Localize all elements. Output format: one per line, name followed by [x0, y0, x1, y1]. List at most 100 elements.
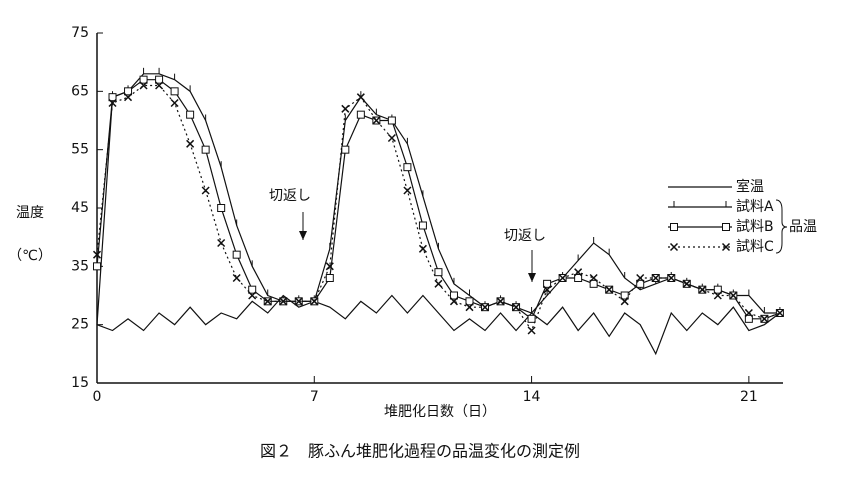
legend-label: 試料C	[736, 239, 774, 255]
x-tick-label: 14	[523, 389, 541, 405]
marker	[310, 297, 319, 306]
y-tick-label: 45	[71, 200, 89, 216]
marker	[232, 273, 241, 283]
marker	[217, 238, 226, 248]
marker	[92, 250, 102, 259]
marker	[341, 104, 350, 113]
annotation-arrowhead	[299, 231, 307, 240]
marker	[325, 262, 334, 271]
marker	[418, 244, 427, 253]
marker	[543, 285, 552, 294]
marker	[139, 81, 148, 90]
marker	[721, 242, 731, 252]
marker	[636, 273, 645, 283]
marker	[248, 285, 257, 294]
marker	[744, 314, 753, 323]
marker	[170, 87, 179, 96]
marker	[480, 303, 490, 312]
marker	[527, 314, 536, 323]
marker	[155, 81, 164, 90]
marker	[155, 75, 164, 84]
marker	[636, 279, 645, 288]
marker	[744, 308, 753, 318]
marker	[434, 268, 443, 277]
y-tick-label: 55	[71, 142, 89, 158]
y-tick-label: 35	[71, 258, 89, 274]
marker	[170, 98, 179, 108]
y-tick-label: 75	[71, 25, 89, 41]
marker	[589, 279, 598, 288]
marker	[186, 139, 195, 148]
marker	[356, 93, 365, 102]
y-axis-label: 温度	[16, 205, 44, 221]
marker	[698, 285, 707, 294]
marker	[667, 273, 676, 283]
marker	[589, 273, 598, 283]
legend-group-label: 品温	[789, 219, 817, 235]
marker	[713, 291, 722, 300]
legend-label: 室温	[736, 178, 764, 195]
marker	[387, 133, 396, 143]
marker	[139, 75, 148, 84]
marker	[372, 116, 381, 125]
marker	[682, 279, 691, 288]
y-tick-label: 15	[71, 375, 89, 391]
marker	[605, 285, 614, 294]
x-tick-label: 0	[93, 389, 102, 405]
marker	[669, 242, 679, 252]
marker	[760, 314, 769, 323]
series-line	[96, 84, 781, 332]
marker	[651, 273, 660, 283]
marker	[558, 273, 567, 283]
marker	[574, 274, 583, 282]
marker	[434, 279, 443, 288]
y-axis-unit: （℃）	[8, 248, 52, 264]
legend-label: 試料B	[736, 219, 774, 235]
marker	[124, 87, 133, 96]
marker	[620, 291, 629, 300]
series-line	[96, 294, 781, 356]
marker	[527, 326, 536, 335]
marker	[449, 297, 458, 306]
marker	[403, 163, 412, 172]
marker	[263, 297, 272, 306]
marker	[449, 291, 458, 300]
legend-brace	[775, 199, 788, 254]
series-line	[96, 73, 780, 325]
marker	[232, 250, 241, 259]
annotation: 切返し	[269, 188, 311, 204]
x-tick-label: 21	[740, 389, 758, 405]
x-tick-label: 7	[310, 389, 319, 405]
marker	[325, 274, 334, 282]
y-tick-label: 25	[71, 317, 89, 333]
marker	[186, 110, 195, 119]
marker	[201, 186, 210, 195]
y-tick-label: 65	[71, 83, 89, 99]
marker	[356, 110, 365, 119]
marker	[93, 262, 101, 271]
marker	[574, 268, 583, 277]
x-axis-label: 堆肥化日数（日）	[384, 404, 496, 420]
marker	[124, 93, 133, 102]
legend-label: 試料A	[736, 199, 774, 215]
marker	[512, 303, 521, 312]
marker	[722, 223, 730, 231]
marker	[217, 204, 226, 212]
marker	[465, 303, 474, 312]
chart-title: 図２ 豚ふん堆肥化過程の品温変化の測定例	[260, 442, 580, 461]
marker	[387, 116, 396, 125]
marker	[729, 291, 738, 300]
marker	[279, 297, 288, 306]
marker	[108, 93, 117, 102]
annotation: 切返し	[504, 228, 546, 244]
marker	[620, 297, 629, 306]
annotation-arrowhead	[528, 273, 536, 282]
marker	[201, 145, 210, 154]
marker	[465, 297, 474, 306]
marker	[418, 221, 427, 230]
marker	[294, 297, 303, 306]
marker	[713, 285, 722, 294]
marker	[775, 308, 784, 318]
marker	[496, 297, 505, 306]
